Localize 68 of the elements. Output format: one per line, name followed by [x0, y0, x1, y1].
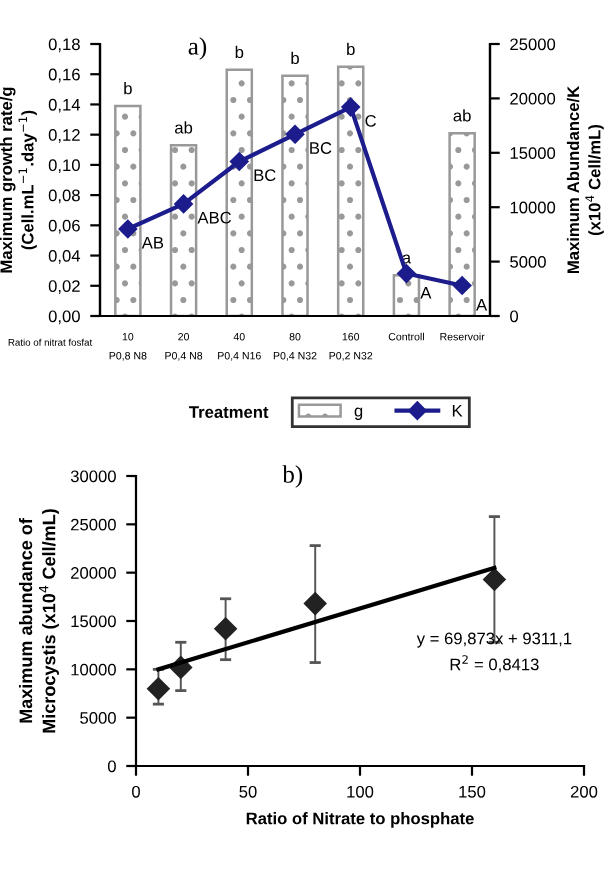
data-label: BC [310, 142, 332, 154]
y2-axis-title: Maximum Abundance/K (x10$^{4}$ Cell/mL) [566, 86, 604, 274]
y-tick-label: 0 [107, 760, 116, 773]
point [341, 97, 360, 117]
data-label: C [365, 114, 376, 127]
bar [114, 104, 142, 316]
annotation: R$^{2}$ = 0,8413 [450, 655, 539, 673]
y2-tick-label: 10000 [510, 201, 556, 214]
y2-tick-label: 15000 [510, 147, 556, 159]
y-tick-label: 10000 [71, 663, 116, 676]
y-axis-title: Maximum abundance of Microcystis (x10$^{4}$ Cell/mL) [18, 509, 59, 733]
x-axis-title: Treatment [189, 406, 269, 418]
legend-label: K [452, 405, 463, 417]
legend-label: g [354, 407, 363, 420]
y-tick-label: 30000 [70, 470, 116, 483]
point [452, 276, 472, 295]
data-label: b [347, 42, 355, 56]
bar [169, 143, 198, 316]
y-tick-label: 0,06 [48, 219, 80, 234]
point [174, 194, 193, 214]
y-tick-label: 0,14 [48, 98, 81, 113]
y2-tick-label: 20000 [510, 92, 556, 105]
data-label: b [235, 45, 244, 59]
data-label: ab [453, 109, 471, 122]
data-label: A [476, 299, 488, 311]
data-label: ABC [197, 211, 232, 224]
y-tick-label: 0,16 [48, 68, 80, 83]
y-tick-label: 0,04 [48, 249, 81, 264]
point [214, 617, 237, 640]
y-tick-label: 20000 [71, 567, 116, 579]
x-tick-label: 50 [239, 785, 257, 798]
bar [336, 65, 365, 316]
y2-tick-label: 25000 [510, 38, 556, 51]
chart-title: a) [188, 37, 207, 60]
x-tick-label: 150 [459, 785, 486, 798]
data-label: BC [254, 169, 276, 182]
chart-title: b) [282, 465, 303, 488]
data-label: AB [141, 236, 164, 249]
y-axis-title: Maximum growth rate/g (Cell.mL$^{−1}$.day$^{−1}$) [0, 87, 37, 273]
y-tick-label: 0,02 [48, 280, 80, 294]
bar [281, 74, 309, 316]
annotation: y = 69,873x + 9311,1 [416, 632, 572, 648]
point [303, 592, 327, 615]
point [285, 125, 305, 144]
data-label: b [291, 51, 299, 65]
data-label: b [124, 82, 132, 95]
y-tick-label: 25000 [71, 518, 116, 531]
x-tick-label: 0 [132, 785, 140, 798]
x-axis-title: Ratio of Nitrate to phosphate [246, 812, 474, 828]
y2-tick-label: 0 [510, 310, 519, 323]
x-tick-label: 100 [347, 785, 374, 798]
point [397, 264, 416, 283]
x-tick-label: 200 [570, 785, 598, 798]
y2-tick-label: 5000 [510, 256, 546, 268]
y-tick-label: 15000 [71, 615, 116, 628]
y-tick-label: 0,00 [48, 310, 80, 325]
point [483, 568, 506, 591]
y-tick-label: 0,12 [48, 129, 80, 143]
bar [448, 131, 476, 316]
y-tick-label: 0,10 [48, 159, 80, 174]
point [147, 677, 170, 700]
data-label: A [420, 287, 432, 299]
y-tick-label: 0,18 [48, 38, 80, 53]
point [230, 152, 249, 171]
data-label: ab [175, 121, 193, 134]
y-tick-label: 0,08 [48, 189, 80, 204]
point [118, 219, 138, 239]
y-tick-label: 5000 [80, 712, 116, 724]
